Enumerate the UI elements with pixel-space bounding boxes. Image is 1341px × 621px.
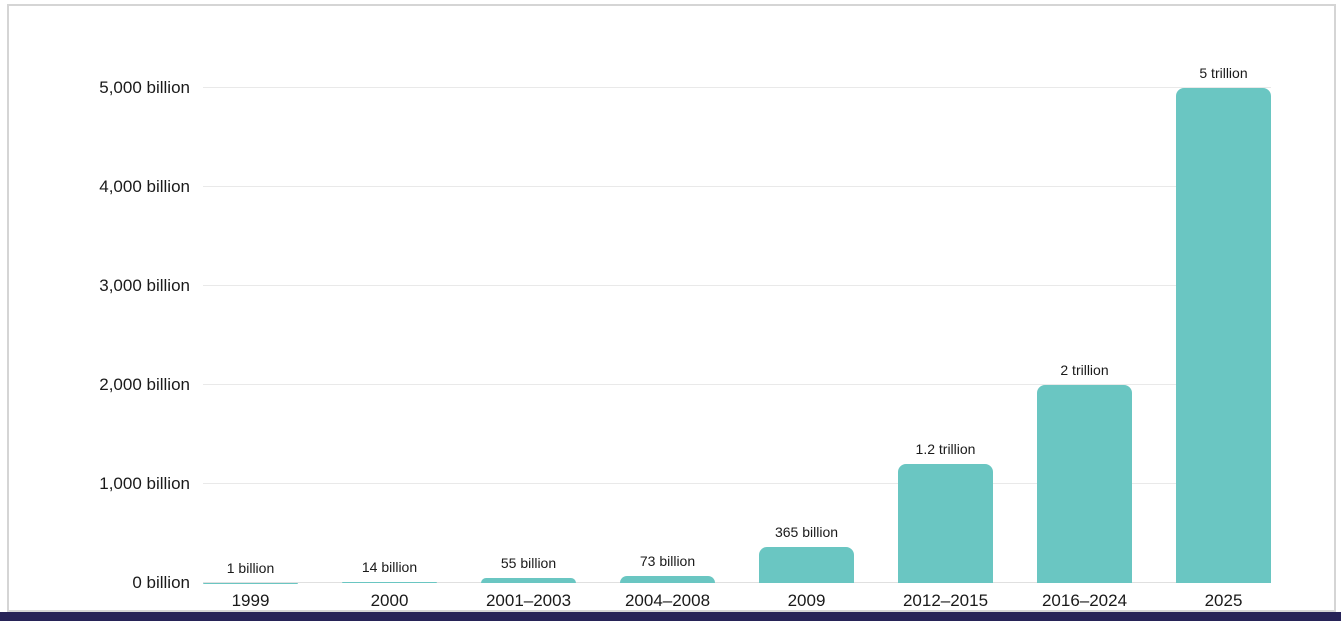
- bar-value-label: 5 trillion: [1199, 65, 1248, 81]
- bar: [481, 577, 576, 583]
- bar-value-label: 2 trillion: [1060, 362, 1109, 378]
- y-tick-label: 0 billion: [132, 573, 190, 592]
- x-tick-label: 2016–2024: [1041, 591, 1128, 610]
- gridline: [203, 582, 1271, 583]
- bar-slot: 2 trillion 2016–2024: [1037, 88, 1132, 610]
- bar-value-label: 365 billion: [774, 523, 839, 540]
- y-tick-label: 4,000 billion: [99, 177, 190, 196]
- x-tick-label: 2009: [787, 591, 826, 610]
- gridline: [203, 87, 1271, 88]
- y-tick-label: 3,000 billion: [99, 276, 190, 295]
- bar-slot: 1 billion 1999: [203, 88, 298, 610]
- bar: [620, 575, 715, 583]
- chart-card: 0 billion 1,000 billion 2,000 billion 3,000…: [7, 4, 1336, 612]
- bar: [759, 546, 854, 583]
- x-tick-label: 2012–2015: [902, 591, 989, 610]
- bar-slot: 55 billion 2001–2003: [481, 88, 576, 610]
- bar-slot: 5 trillion 2025: [1176, 65, 1271, 610]
- bar-value-label: 55 billion: [500, 554, 557, 571]
- y-tick-label: 1,000 billion: [99, 474, 190, 493]
- bar-slot: 365 billion 2009: [759, 88, 854, 610]
- gridline: [203, 384, 1271, 385]
- gridline: [203, 285, 1271, 286]
- y-axis: 0 billion 1,000 billion 2,000 billion 3,000…: [9, 78, 190, 592]
- footer-accent-bar: [0, 612, 1341, 621]
- x-tick-label: 2001–2003: [485, 591, 572, 610]
- x-tick-label: 2025: [1204, 591, 1243, 610]
- bar-value-label: 1.2 trillion: [915, 441, 976, 458]
- bar: [898, 464, 993, 583]
- bar-slot: 14 billion 2000: [342, 88, 437, 610]
- bar-slot: 73 billion 2004–2008: [620, 88, 715, 610]
- plot-area: 1 billion 1999 14 billion 2000 55 billion 200…: [203, 65, 1271, 610]
- bar-value-label: 1 billion: [226, 559, 275, 576]
- x-tick-label: 2004–2008: [624, 591, 711, 610]
- y-tick-label: 2,000 billion: [99, 375, 190, 394]
- bar: [1037, 385, 1132, 583]
- bar: [342, 581, 437, 583]
- bar-value-label: 73 billion: [639, 552, 696, 569]
- bar-slot: 1.2 trillion 2012–2015: [898, 88, 993, 610]
- x-tick-label: 2000: [370, 591, 409, 610]
- y-tick-label: 5,000 billion: [99, 78, 190, 97]
- gridline: [203, 186, 1271, 187]
- bar-value-label: 14 billion: [361, 558, 418, 575]
- bars-container: 1 billion 1999 14 billion 2000 55 billion 200…: [203, 65, 1271, 610]
- bar: [1176, 88, 1271, 583]
- x-tick-label: 1999: [231, 591, 270, 610]
- gridline: [203, 483, 1271, 484]
